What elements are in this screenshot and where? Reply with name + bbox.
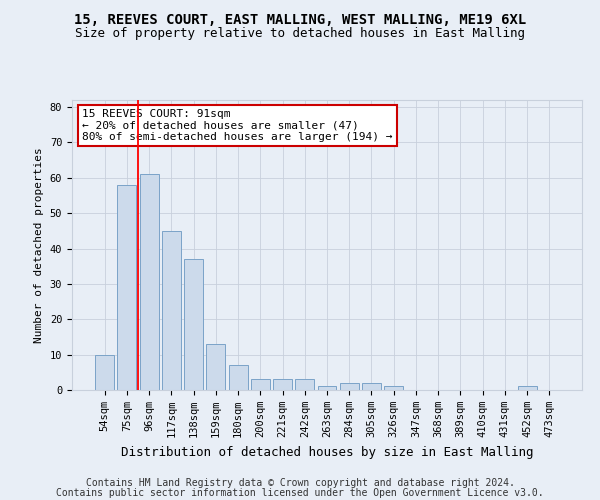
X-axis label: Distribution of detached houses by size in East Malling: Distribution of detached houses by size … xyxy=(121,446,533,458)
Text: 15 REEVES COURT: 91sqm
← 20% of detached houses are smaller (47)
80% of semi-det: 15 REEVES COURT: 91sqm ← 20% of detached… xyxy=(82,108,392,142)
Bar xyxy=(140,174,158,390)
Bar xyxy=(162,231,181,390)
Y-axis label: Number of detached properties: Number of detached properties xyxy=(34,147,44,343)
Bar xyxy=(251,380,270,390)
Bar xyxy=(317,386,337,390)
Bar xyxy=(384,386,403,390)
Text: 15, REEVES COURT, EAST MALLING, WEST MALLING, ME19 6XL: 15, REEVES COURT, EAST MALLING, WEST MAL… xyxy=(74,12,526,26)
Bar xyxy=(206,344,225,390)
Bar xyxy=(184,259,203,390)
Bar xyxy=(518,386,536,390)
Bar xyxy=(362,383,381,390)
Text: Size of property relative to detached houses in East Malling: Size of property relative to detached ho… xyxy=(75,28,525,40)
Text: Contains HM Land Registry data © Crown copyright and database right 2024.: Contains HM Land Registry data © Crown c… xyxy=(86,478,514,488)
Bar xyxy=(295,380,314,390)
Bar xyxy=(118,185,136,390)
Bar xyxy=(229,365,248,390)
Bar xyxy=(95,354,114,390)
Text: Contains public sector information licensed under the Open Government Licence v3: Contains public sector information licen… xyxy=(56,488,544,498)
Bar xyxy=(340,383,359,390)
Bar xyxy=(273,380,292,390)
